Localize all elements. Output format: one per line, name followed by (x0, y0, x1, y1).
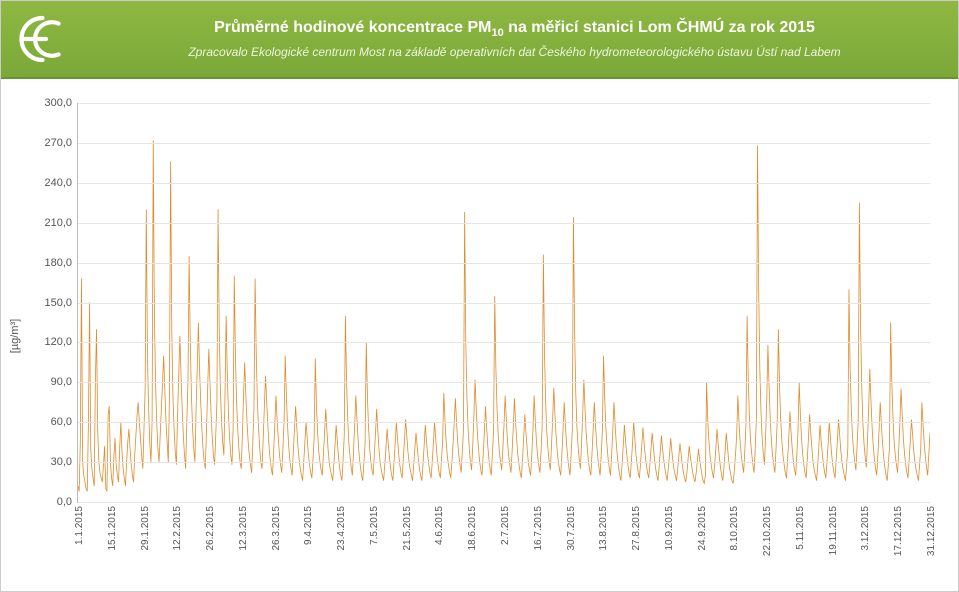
x-tick-label: 8.10.2015 (729, 506, 740, 551)
x-tick-label: 9.4.2015 (303, 506, 314, 545)
x-tick-label: 12.2.2015 (172, 506, 183, 551)
header-text-block: Průměrné hodinové koncentrace PM10 na mě… (81, 19, 948, 59)
gridline (78, 382, 930, 383)
chart-title: Průměrné hodinové koncentrace PM10 na mě… (81, 19, 948, 39)
y-tick-label: 120,0 (44, 336, 72, 348)
x-tick-label: 7.5.2015 (369, 506, 380, 545)
y-tick-label: 180,0 (44, 257, 72, 269)
y-tick-label: 150,0 (44, 297, 72, 309)
x-tick-label: 22.10.2015 (762, 506, 773, 556)
gridline (78, 183, 930, 184)
chart-container: Průměrné hodinové koncentrace PM10 na mě… (0, 0, 959, 592)
gridline (78, 502, 930, 503)
gridline (78, 103, 930, 104)
gridline (78, 462, 930, 463)
title-pre: Průměrné hodinové koncentrace PM (214, 19, 491, 36)
x-tick-label: 13.8.2015 (598, 506, 609, 551)
y-tick-label: 240,0 (44, 177, 72, 189)
title-post: na měřicí stanici Lom ČHMÚ za rok 2015 (504, 19, 815, 36)
y-tick-label: 90,0 (51, 376, 72, 388)
y-tick-label: 30,0 (51, 456, 72, 468)
gridline (78, 223, 930, 224)
x-tick-label: 18.6.2015 (467, 506, 478, 551)
x-tick-label: 5.11.2015 (795, 506, 806, 550)
y-tick-label: 300,0 (44, 97, 72, 109)
x-tick-label: 1.1.2015 (74, 506, 85, 545)
x-tick-label: 29.1.2015 (140, 506, 151, 551)
x-tick-label: 26.3.2015 (271, 506, 282, 551)
x-tick-label: 16.7.2015 (533, 506, 544, 551)
y-tick-label: 60,0 (51, 416, 72, 428)
x-tick-label: 19.11.2015 (828, 506, 839, 555)
header-banner: Průměrné hodinové koncentrace PM10 na mě… (1, 1, 958, 79)
x-tick-label: 3.12.2015 (860, 506, 871, 551)
x-tick-label: 15.1.2015 (107, 506, 118, 551)
x-tick-label: 23.4.2015 (336, 506, 347, 551)
gridline (78, 143, 930, 144)
x-tick-label: 24.9.2015 (697, 506, 708, 551)
x-tick-label: 10.9.2015 (664, 506, 675, 551)
y-tick-label: 270,0 (44, 137, 72, 149)
x-tick-label: 31.12.2015 (926, 506, 937, 556)
chart-subtitle: Zpracovalo Ekologické centrum Most na zá… (81, 45, 948, 59)
gridline (78, 263, 930, 264)
x-tick-label: 30.7.2015 (566, 506, 577, 551)
gridline (78, 303, 930, 304)
x-tick-label: 12.3.2015 (238, 506, 249, 551)
chart-area: [µg/m³] 0,030,060,090,0120,0150,0180,021… (19, 93, 940, 579)
ec-logo-icon (11, 9, 81, 69)
y-axis-label: [µg/m³] (9, 319, 21, 353)
x-tick-label: 17.12.2015 (893, 506, 904, 556)
gridline (78, 342, 930, 343)
gridline (78, 422, 930, 423)
x-tick-label: 2.7.2015 (500, 506, 511, 545)
title-sub: 10 (491, 27, 503, 39)
x-tick-label: 21.5.2015 (402, 506, 413, 551)
y-tick-label: 210,0 (44, 217, 72, 229)
y-tick-label: 0,0 (57, 496, 72, 508)
plot-region: 0,030,060,090,0120,0150,0180,0210,0240,0… (77, 103, 930, 503)
x-tick-label: 26.2.2015 (205, 506, 216, 551)
x-tick-label: 27.8.2015 (631, 506, 642, 551)
x-tick-label: 4.6.2015 (434, 506, 445, 545)
